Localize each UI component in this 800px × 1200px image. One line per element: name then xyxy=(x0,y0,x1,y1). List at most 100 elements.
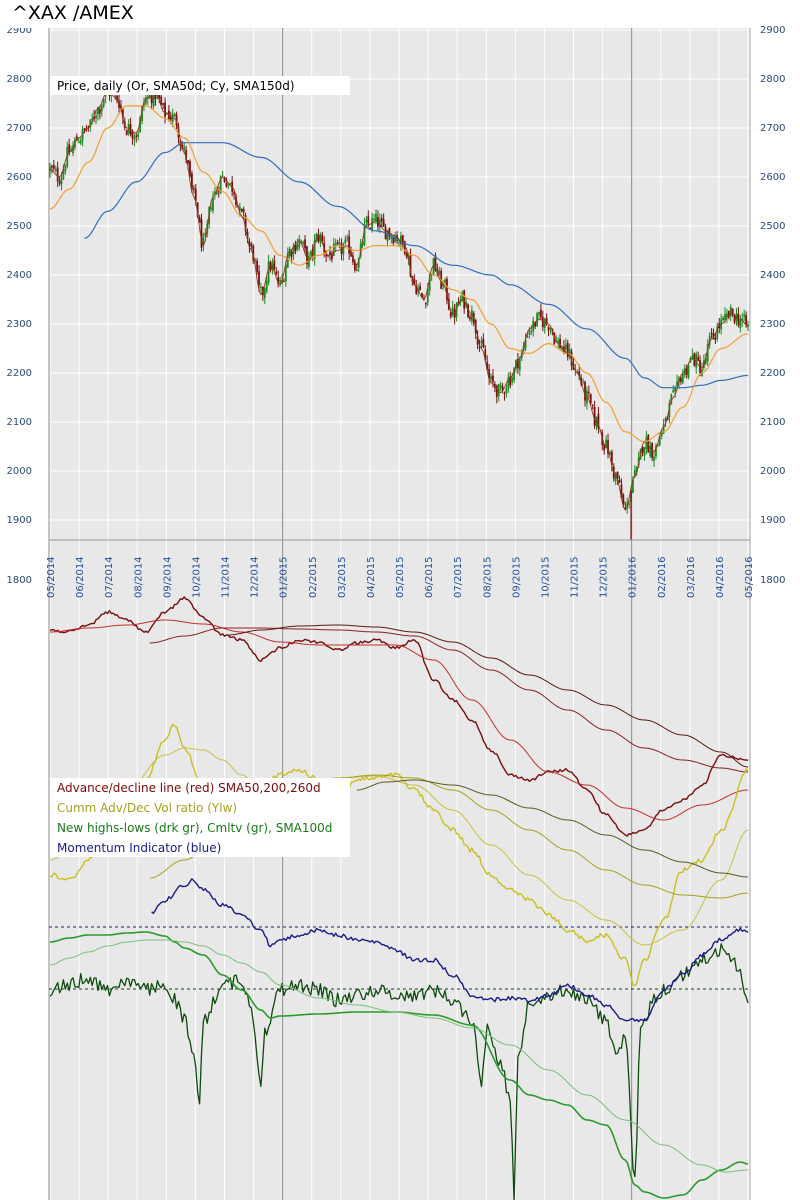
candle-body xyxy=(210,207,212,210)
candle-body xyxy=(334,243,337,247)
candle-body xyxy=(643,447,646,456)
candle-body xyxy=(169,117,172,120)
candle-body xyxy=(421,292,423,298)
xtick-09-2014: 09/2014 xyxy=(162,556,173,598)
candle-body xyxy=(415,285,418,294)
candle-body xyxy=(495,385,498,397)
candle-body xyxy=(296,244,299,250)
candle-body xyxy=(507,377,510,389)
candle-body xyxy=(726,313,728,318)
candle-body xyxy=(338,242,341,244)
candle-body xyxy=(518,358,521,371)
candle-body xyxy=(561,347,563,351)
candle-body xyxy=(400,235,402,245)
candle-body xyxy=(144,97,147,104)
price-ytick-right-2600: 2600 xyxy=(760,172,785,183)
candle-body xyxy=(733,315,736,323)
xtick-05-2015: 05/2015 xyxy=(395,556,406,598)
candle-body xyxy=(225,183,228,187)
candle-body xyxy=(541,316,544,328)
candle-body xyxy=(202,237,205,246)
legend-momentum: Momentum Indicator (blue) xyxy=(57,841,221,855)
xtick-07-2015: 07/2015 xyxy=(453,556,464,598)
candle-body xyxy=(118,100,120,108)
candle-body xyxy=(325,255,328,257)
xtick-01-2016: 01/2016 xyxy=(628,556,639,598)
candle-body xyxy=(513,368,515,381)
candle-body xyxy=(330,253,333,260)
price-ytick-right-2700: 2700 xyxy=(760,123,785,134)
candle-body xyxy=(49,167,51,171)
candle-body xyxy=(724,313,726,320)
candle-body xyxy=(252,245,255,261)
candle-body xyxy=(100,105,103,112)
candle-body xyxy=(482,338,485,348)
candle-body xyxy=(438,270,441,274)
candle-body xyxy=(256,260,258,272)
ind-ytick-left-1800: 1800 xyxy=(7,575,32,586)
candle-body xyxy=(321,234,324,241)
candle-body xyxy=(298,239,301,248)
candle-body xyxy=(58,181,61,184)
candle-body xyxy=(150,95,153,104)
candle-body xyxy=(672,390,675,393)
vol-ratio-sma-a-line xyxy=(49,747,749,946)
candle-body xyxy=(187,160,189,164)
candle-body xyxy=(229,182,232,185)
candle-body xyxy=(332,244,335,256)
candle-body xyxy=(423,299,425,301)
candle-body xyxy=(382,219,385,227)
candle-body xyxy=(446,279,448,300)
candle-body xyxy=(283,281,285,283)
candle-body xyxy=(258,271,260,286)
candle-body xyxy=(152,86,155,107)
candle-body xyxy=(632,479,634,493)
candle-body xyxy=(681,373,684,384)
candle-body xyxy=(386,230,389,242)
candle-body xyxy=(214,192,216,195)
candle-body xyxy=(486,361,489,370)
price-ytick-right-2800: 2800 xyxy=(760,74,785,85)
candle-body xyxy=(624,507,627,509)
candle-body xyxy=(353,262,356,271)
candle-body xyxy=(137,133,140,137)
xtick-10-2015: 10/2015 xyxy=(540,556,551,598)
candle-body xyxy=(390,235,393,239)
candle-body xyxy=(277,277,280,284)
candle-body xyxy=(98,108,101,114)
candle-body xyxy=(217,189,220,192)
candle-body xyxy=(306,246,308,265)
legend-advance-decline: Advance/decline line (red) SMA50,200,260… xyxy=(57,781,321,795)
candle-body xyxy=(233,191,235,195)
candle-body xyxy=(125,130,128,135)
candle-body xyxy=(511,377,514,383)
candle-body xyxy=(307,255,310,267)
candle-body xyxy=(467,304,469,318)
candle-body xyxy=(708,335,711,345)
candle-body xyxy=(235,195,237,206)
legend-new-highs-lows: New highs-lows (drk gr), Cmltv (gr), SMA… xyxy=(57,821,332,835)
xtick-11-2014: 11/2014 xyxy=(221,556,232,598)
candle-body xyxy=(603,443,606,451)
candle-body xyxy=(637,457,640,466)
sma50-line xyxy=(49,105,749,443)
candle-body xyxy=(102,98,105,107)
price-ytick-left-2200: 2200 xyxy=(7,368,32,379)
candle-body xyxy=(628,503,631,505)
grid-layer xyxy=(48,28,751,1200)
candle-body xyxy=(361,242,364,246)
candle-body xyxy=(428,274,431,291)
candle-body xyxy=(660,431,663,437)
candle-body xyxy=(674,387,677,392)
candle-body xyxy=(609,452,611,456)
candle-body xyxy=(212,197,214,211)
xtick-05-2014: 05/2014 xyxy=(46,556,57,598)
candle-body xyxy=(89,119,92,128)
candle-body xyxy=(566,342,569,357)
candle-body xyxy=(499,385,502,387)
candle-body xyxy=(401,235,404,245)
candle-body xyxy=(444,279,446,283)
candle-body xyxy=(288,248,291,257)
candle-body xyxy=(591,404,594,406)
